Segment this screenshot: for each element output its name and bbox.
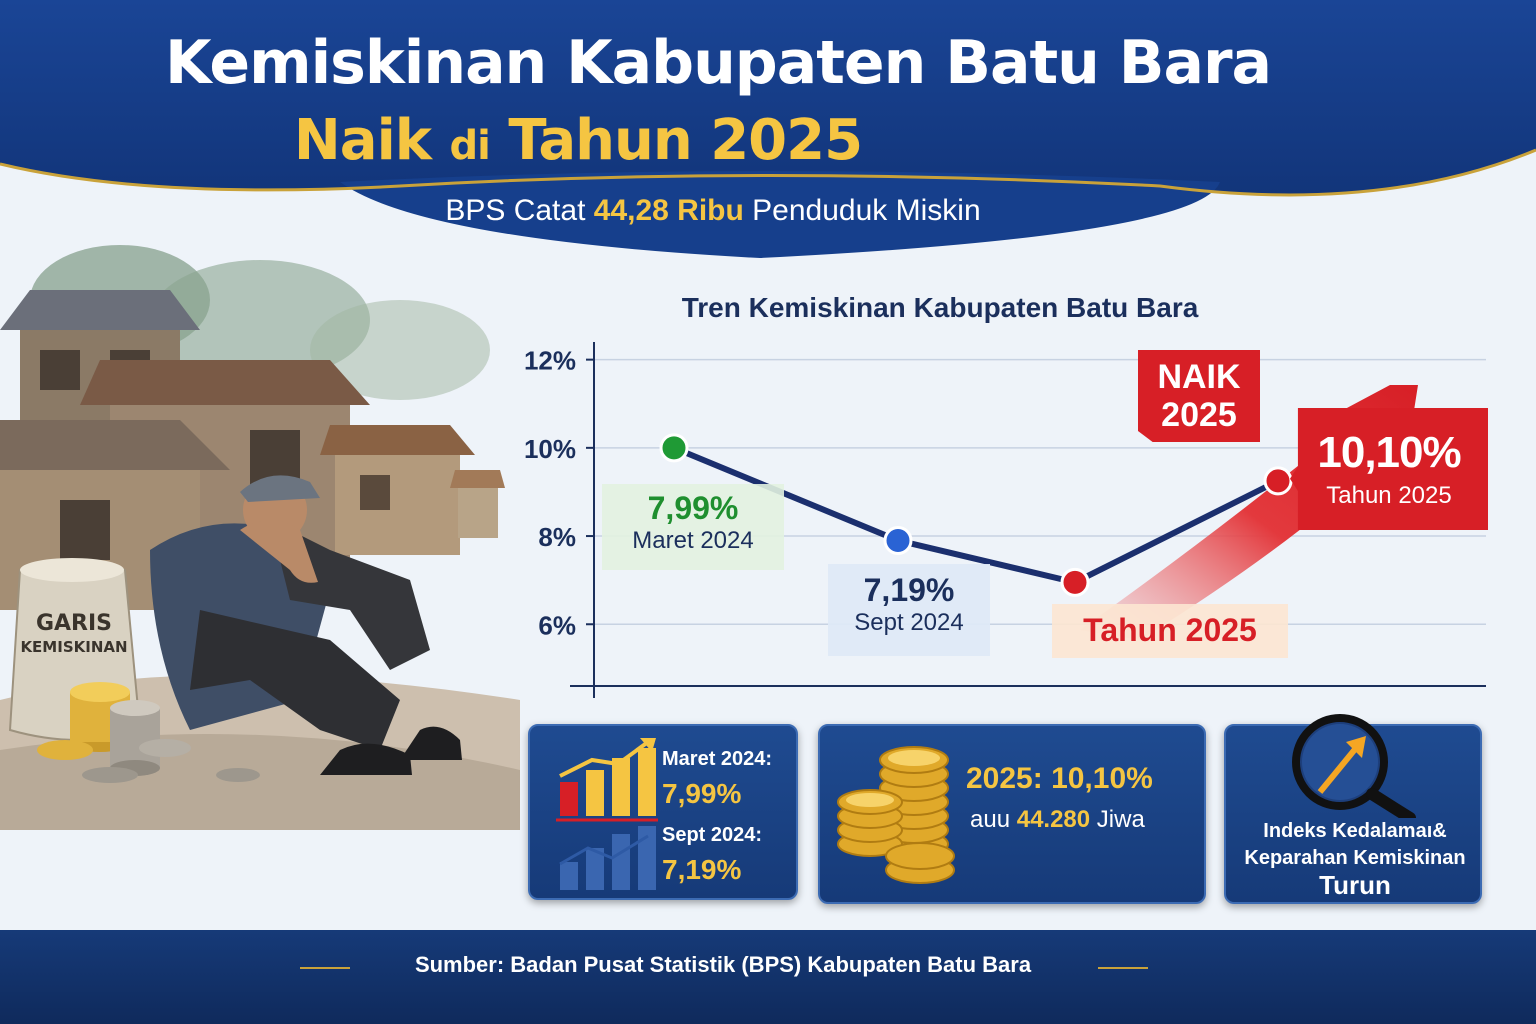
header-background bbox=[0, 0, 1536, 258]
summary-2025-value: 2025: 10,10% bbox=[966, 762, 1153, 795]
index-text-line3: Turun bbox=[1319, 870, 1391, 900]
rate-label-maret: Maret 2024: bbox=[662, 748, 773, 770]
value-2025-date: Tahun 2025 bbox=[1326, 482, 1452, 509]
naik-badge-line2: 2025 bbox=[1161, 396, 1237, 434]
subtitle-post: Penduduk Miskin bbox=[752, 194, 981, 227]
subtitle-highlight: 44,28 Ribu bbox=[593, 194, 744, 227]
info-box-rates: Maret 2024: 7,99% Sept 2024: 7,19% bbox=[528, 724, 798, 900]
sack-label-line1: GARIS bbox=[36, 611, 112, 636]
title-word-year: Tahun 2025 bbox=[508, 108, 863, 173]
title-word-naik: Naik bbox=[293, 108, 432, 173]
data-point bbox=[659, 433, 689, 463]
data-label-date: Maret 2024 bbox=[632, 527, 754, 554]
poverty-illustration: GARIS KEMISKINAN bbox=[0, 245, 520, 830]
data-label-value: 7,99% bbox=[647, 490, 739, 526]
chart-title: Tren Kemiskinan Kabupaten Batu Bara bbox=[681, 292, 1199, 323]
sad-man-figure bbox=[150, 475, 462, 775]
y-tick-label: 8% bbox=[538, 522, 576, 552]
summary-2025-count: auu 44.280 Jiwa bbox=[970, 806, 1145, 834]
naik-badge: NAIK 2025 bbox=[1138, 350, 1260, 442]
rate-value-sept: 7,19% bbox=[662, 854, 742, 885]
value-2025: 10,10% bbox=[1317, 428, 1461, 477]
data-point bbox=[1263, 466, 1293, 496]
page-title-highlight: Naik di Tahun 2025 bbox=[0, 108, 1156, 173]
naik-badge-line1: NAIK bbox=[1157, 358, 1241, 396]
info-box-2025: 2025: 10,10% auu 44.280 Jiwa bbox=[818, 724, 1206, 904]
y-tick-label: 6% bbox=[538, 610, 576, 640]
page-title: Kemiskinan Kabupaten Batu Bara bbox=[164, 28, 1272, 98]
index-text: Indeks Kedalamaı& Keparahan Kemiskinan T… bbox=[1226, 818, 1484, 899]
index-text-line1: Indeks Kedalamaı& bbox=[1263, 820, 1447, 842]
summary-count-number: 44.280 bbox=[1016, 806, 1091, 833]
rate-label-sept: Sept 2024: bbox=[662, 824, 763, 846]
data-label-date: Tahun 2025 bbox=[1083, 612, 1257, 648]
y-tick-label: 10% bbox=[524, 434, 576, 464]
subtitle-pre: BPS Catat bbox=[445, 194, 586, 227]
info-box-index: Indeks Kedalamaı& Keparahan Kemiskinan T… bbox=[1224, 714, 1484, 904]
data-label-date: Sept 2024 bbox=[854, 609, 964, 636]
page-subtitle: BPS Catat 44,28 Ribu Penduduk Miskin bbox=[0, 194, 1426, 228]
source-text: Sumber: Badan Pusat Statistik (BPS) Kabu… bbox=[414, 952, 1032, 977]
bar-chart-icon bbox=[556, 738, 658, 890]
summary-count-unit: Jiwa bbox=[1096, 806, 1145, 833]
sack-label-line2: KEMISKINAN bbox=[20, 638, 127, 656]
chart-series bbox=[659, 433, 1293, 597]
data-point bbox=[883, 525, 913, 555]
data-label-sept-2024: 7,19% Sept 2024 bbox=[828, 564, 990, 656]
data-label-tahun-2025: Tahun 2025 bbox=[1052, 604, 1288, 658]
footer-rule-left bbox=[300, 967, 350, 969]
coin-stack-icon bbox=[837, 746, 955, 884]
index-text-line2: Keparahan Kemiskinan bbox=[1244, 847, 1466, 869]
data-label-maret-2024: 7,99% Maret 2024 bbox=[602, 484, 784, 570]
y-tick-label: 12% bbox=[524, 346, 576, 376]
data-label-value: 7,19% bbox=[863, 572, 955, 608]
value-2025-badge: 10,10% Tahun 2025 bbox=[1290, 408, 1488, 530]
footer-rule-right bbox=[1098, 967, 1148, 969]
data-point bbox=[1060, 567, 1090, 597]
title-word-di: di bbox=[449, 123, 491, 169]
rate-value-maret: 7,99% bbox=[662, 778, 742, 809]
footer: Sumber: Badan Pusat Statistik (BPS) Kabu… bbox=[0, 930, 1536, 1024]
header-banner: Kemiskinan Kabupaten Batu Bara Naik di T… bbox=[0, 0, 1536, 270]
magnifier-arrow-icon bbox=[1292, 714, 1416, 818]
summary-count-pre: auu bbox=[970, 806, 1011, 833]
coin-stacks-icon bbox=[37, 682, 260, 783]
series-line bbox=[672, 445, 1280, 586]
y-tick-labels: 12% 10% 8% 6% bbox=[524, 346, 594, 640]
